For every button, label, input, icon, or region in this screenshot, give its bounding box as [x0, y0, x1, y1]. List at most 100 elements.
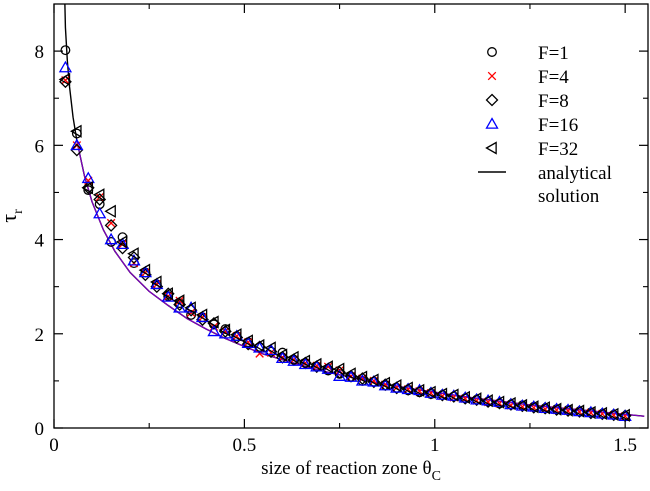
data-point: [572, 404, 585, 418]
legend-label: F=32: [538, 139, 578, 160]
data-point: [149, 275, 162, 289]
data-point: [138, 263, 151, 277]
data-point: [504, 396, 516, 411]
legend-label: F=8: [538, 91, 569, 112]
y-tick-label: 2: [35, 325, 45, 346]
axes-frame: [53, 3, 649, 429]
data-point: [173, 301, 187, 313]
legend-label: F=16: [538, 115, 578, 136]
data-point: [584, 405, 598, 418]
x-axis-label-main: size of reaction zone θ: [261, 458, 432, 479]
data-point: [389, 378, 402, 393]
data-point: [127, 247, 139, 261]
legend-item: F=32: [485, 139, 578, 160]
data-point: [561, 403, 573, 417]
data-point: [255, 349, 264, 358]
data-point: [60, 45, 71, 56]
data-point: [538, 401, 550, 415]
data-point: [378, 376, 391, 390]
data-point: [184, 301, 198, 313]
data-point: [172, 294, 185, 308]
y-axis-label: τr: [0, 209, 26, 223]
y-tick-label: 8: [35, 42, 45, 63]
data-point: [115, 235, 128, 249]
data-point: [606, 407, 619, 421]
data-point: [321, 360, 333, 374]
legend-marker: [485, 141, 497, 155]
data-point: [218, 323, 231, 337]
data-point: [275, 351, 290, 364]
data-point: [572, 404, 587, 417]
data-point: [175, 296, 184, 306]
series-f-32: [58, 72, 630, 422]
data-point: [298, 357, 312, 370]
data-point: [344, 370, 358, 382]
data-point: [287, 354, 301, 366]
data-point: [527, 399, 541, 412]
plot-area: [58, 4, 645, 423]
data-point: [561, 403, 575, 415]
x-tick-label: 0: [49, 435, 59, 456]
data-point: [515, 398, 528, 413]
x-axis-label: size of reaction zone θC: [261, 458, 441, 484]
data-point: [229, 328, 242, 342]
data-point: [446, 388, 459, 402]
data-point: [70, 124, 82, 138]
data-point: [435, 388, 450, 400]
data-point: [481, 394, 493, 408]
data-point: [104, 219, 118, 232]
data-point: [106, 218, 116, 228]
data-point: [549, 402, 562, 416]
data-point: [355, 374, 370, 386]
data-point: [184, 301, 196, 315]
legend-item: F=16: [485, 115, 578, 136]
data-point: [584, 405, 596, 420]
data-point: [367, 373, 379, 387]
data-point: [607, 407, 621, 420]
legend-label: F=1: [538, 43, 569, 64]
x-tick-label: 1.5: [613, 435, 637, 456]
legend-marker: [487, 71, 497, 81]
axis-ticks: 0 0.5 1 1.5 0 2 4 6 8: [35, 4, 648, 456]
data-point: [447, 389, 461, 401]
data-point: [287, 350, 299, 364]
data-point: [595, 407, 609, 419]
data-point: [252, 338, 265, 353]
data-point: [127, 253, 141, 266]
data-point: [504, 397, 518, 410]
data-point: [344, 367, 356, 381]
data-point: [207, 315, 219, 329]
data-point: [412, 383, 427, 396]
legend-label: analytical: [538, 163, 612, 184]
data-point: [492, 395, 507, 407]
data-point: [549, 402, 564, 414]
data-point: [492, 395, 505, 409]
data-point: [401, 381, 413, 395]
data-point: [458, 391, 472, 403]
data-point: [161, 290, 175, 302]
data-point: [332, 362, 345, 376]
data-point: [230, 329, 244, 341]
data-point: [401, 382, 415, 395]
data-point: [70, 138, 84, 151]
data-point: [104, 204, 116, 218]
data-point: [618, 408, 630, 422]
data-point: [435, 387, 448, 401]
plot-border: [53, 3, 649, 429]
data-point: [264, 341, 276, 355]
legend-label: solution: [538, 186, 600, 207]
data-point: [458, 390, 471, 404]
data-point: [207, 324, 221, 337]
data-point: [195, 308, 208, 322]
data-point: [58, 72, 71, 86]
data-point: [470, 392, 484, 405]
y-tick-label: 6: [35, 136, 45, 157]
legend-item: F=8: [485, 91, 569, 112]
data-point: [526, 400, 539, 414]
legend-marker: [487, 47, 497, 57]
data-point: [424, 385, 436, 399]
data-point: [538, 401, 552, 413]
